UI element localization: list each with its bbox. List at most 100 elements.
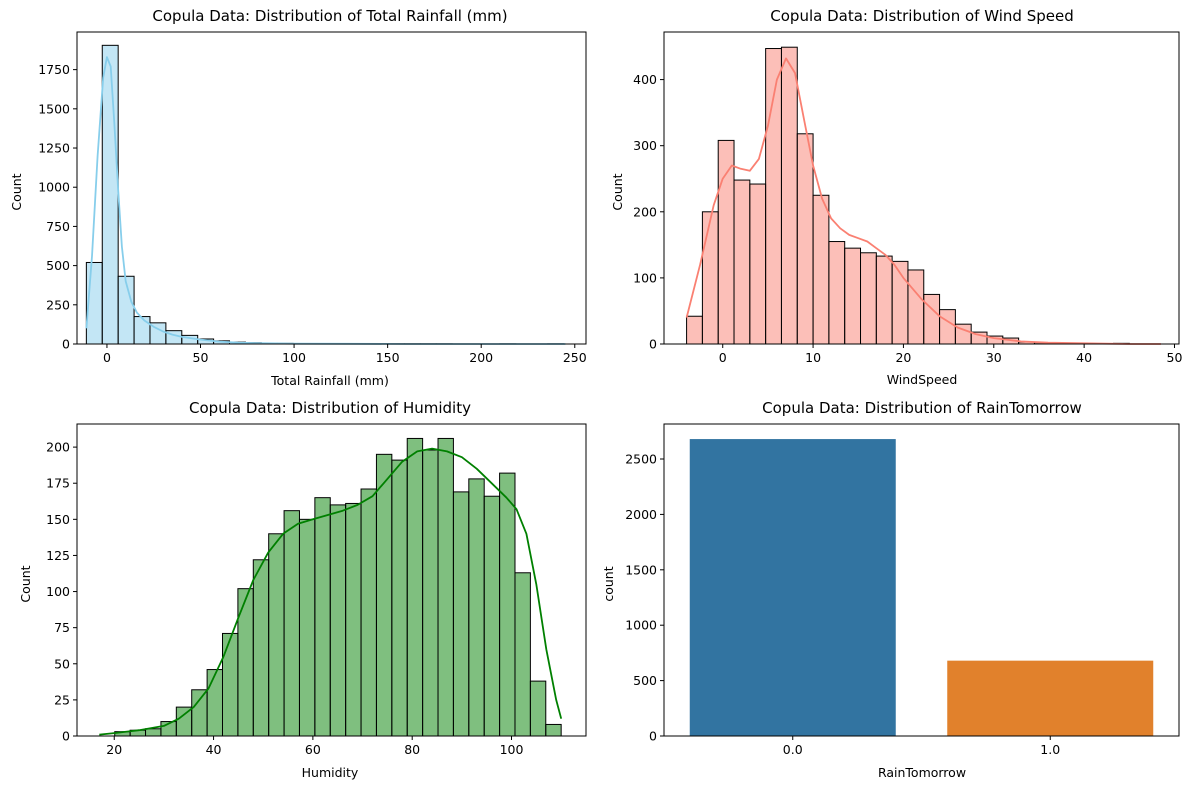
y-tick-label: 75	[54, 620, 70, 635]
y-axis-label: count	[601, 566, 616, 601]
kde-line	[685, 57, 1161, 345]
axes-frame	[76, 31, 587, 345]
x-tick-label: 0	[719, 350, 727, 365]
x-axis-label: Humidity	[302, 765, 359, 780]
histogram-bar	[828, 241, 846, 345]
panel-humidity: Copula Data: Distribution of Humidity Hu…	[18, 399, 587, 780]
y-tick-label: 300	[633, 138, 657, 153]
axes-frame	[663, 423, 1180, 737]
y-tick-label: 200	[46, 440, 70, 455]
plot-area: 0 250 500 750 1000 1250 1500 1750 0 50 100 150 200 25…	[38, 31, 587, 365]
y-axis-label: Count	[9, 173, 24, 210]
x-tick-label: 10	[805, 350, 821, 365]
y-tick-label: 200	[633, 204, 657, 219]
histogram-bar	[206, 669, 223, 737]
y-tick-label: 150	[46, 512, 70, 527]
y-tick-label: 1750	[38, 62, 70, 77]
panel-rainfall: Copula Data: Distribution of Total Rainf…	[9, 7, 587, 388]
y-tick-label: 50	[54, 656, 70, 671]
plot-area: 0 100 200 300 400 0 10 20 30 40 50	[633, 31, 1183, 365]
x-tick-label: 40	[1076, 350, 1092, 365]
x-tick-label: 50	[1167, 350, 1183, 365]
y-tick-label: 175	[46, 476, 70, 491]
x-tick-label: 250	[563, 350, 587, 365]
histogram-bar	[733, 179, 751, 345]
kde-line	[99, 447, 563, 736]
y-tick-label: 0	[649, 729, 657, 744]
x-tick-label: 20	[895, 350, 911, 365]
y-tick-label: 1500	[625, 562, 657, 577]
histogram-bar	[117, 275, 135, 345]
panel-raintomorrow: Copula Data: Distribution of RainTomorro…	[601, 399, 1180, 780]
y-tick-label: 125	[46, 548, 70, 563]
panel-windspeed: Copula Data: Distribution of Wind Speed …	[610, 7, 1182, 387]
histogram-bar	[452, 491, 470, 737]
histogram-bar	[545, 723, 562, 737]
histogram-bar	[329, 504, 347, 737]
histogram-bar	[529, 680, 547, 737]
plot-area: 0 25 50 75 100 125 150 175 200 20 40 60 80 100	[46, 423, 587, 757]
histogram-bar	[907, 269, 925, 345]
histogram-bar	[844, 247, 862, 345]
y-axis-label: Count	[610, 173, 625, 210]
x-tick-label: 200	[469, 350, 493, 365]
y-tick-label: 2500	[625, 452, 657, 467]
histogram-bar	[514, 572, 531, 737]
axes-frame	[76, 423, 587, 737]
histogram-bar	[314, 497, 331, 737]
x-tick-label: 0	[103, 350, 111, 365]
y-tick-label: 25	[54, 692, 70, 707]
axes-frame	[663, 31, 1180, 345]
histogram-bar	[749, 183, 767, 345]
histogram-bar	[422, 449, 439, 737]
y-tick-label: 1000	[38, 180, 70, 195]
y-tick-label: 2000	[625, 507, 657, 522]
kde-line	[85, 56, 566, 345]
histogram-bar	[923, 293, 941, 345]
histogram-bar	[191, 689, 208, 737]
x-tick-label: 30	[986, 350, 1002, 365]
y-tick-label: 1000	[625, 618, 657, 633]
histogram-bar	[268, 533, 285, 737]
chart-title: Copula Data: Distribution of Humidity	[189, 399, 471, 417]
histogram-bar	[468, 478, 485, 737]
histogram-bar	[796, 133, 814, 345]
histogram-bar	[375, 453, 393, 737]
chart-title: Copula Data: Distribution of RainTomorro…	[762, 399, 1082, 417]
y-tick-label: 100	[633, 270, 657, 285]
x-tick-label: 60	[305, 742, 321, 757]
histogram-bar	[860, 252, 877, 345]
x-tick-label: 50	[193, 350, 209, 365]
histogram-bar	[717, 139, 735, 345]
y-tick-label: 500	[633, 673, 657, 688]
x-tick-label: 20	[106, 742, 122, 757]
chart-title: Copula Data: Distribution of Total Rainf…	[152, 7, 507, 25]
histogram-bar	[701, 211, 719, 345]
histogram-bar	[145, 728, 162, 737]
x-tick-label: 0.0	[783, 742, 803, 757]
chart-title: Copula Data: Distribution of Wind Speed	[770, 7, 1073, 25]
x-axis-label: Total Rainfall (mm)	[270, 373, 389, 388]
histogram-bar	[437, 437, 454, 737]
histogram-bar	[221, 632, 239, 737]
x-axis-label: RainTomorrow	[878, 765, 966, 780]
histogram-bar	[391, 459, 408, 737]
histogram-bar	[686, 315, 703, 345]
y-tick-label: 0	[649, 337, 657, 352]
y-tick-label: 500	[46, 258, 70, 273]
y-tick-label: 100	[46, 584, 70, 599]
y-tick-label: 1250	[38, 141, 70, 156]
histogram-bar	[499, 472, 516, 737]
histogram-bar	[283, 510, 300, 737]
histogram-bar	[252, 559, 270, 737]
y-tick-label: 1500	[38, 101, 70, 116]
histogram-bar	[360, 488, 377, 737]
histogram-bar	[812, 194, 830, 345]
bar	[947, 660, 1154, 736]
y-tick-label: 250	[46, 297, 70, 312]
histogram-bar	[345, 502, 362, 737]
x-axis-label: WindSpeed	[887, 372, 958, 387]
x-tick-label: 150	[376, 350, 400, 365]
histogram-bar	[133, 316, 151, 345]
